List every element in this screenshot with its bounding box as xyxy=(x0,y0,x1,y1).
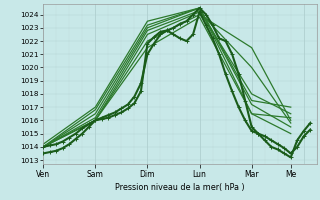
X-axis label: Pression niveau de la mer( hPa ): Pression niveau de la mer( hPa ) xyxy=(115,183,245,192)
